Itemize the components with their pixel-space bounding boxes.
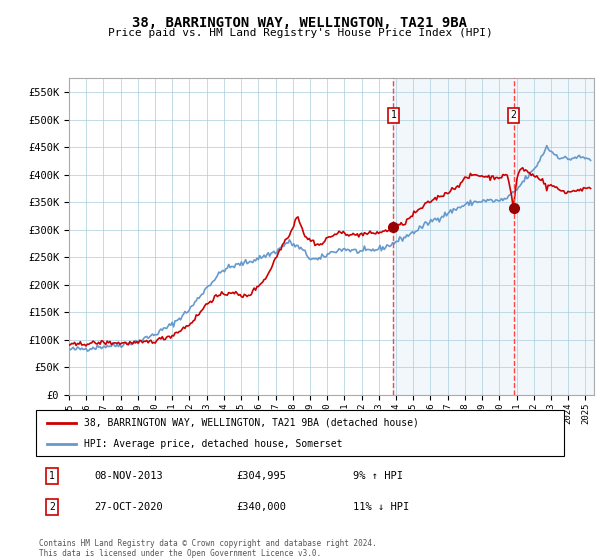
Text: 27-OCT-2020: 27-OCT-2020 [94, 502, 163, 512]
Text: 38, BARRINGTON WAY, WELLINGTON, TA21 9BA (detached house): 38, BARRINGTON WAY, WELLINGTON, TA21 9BA… [83, 418, 418, 428]
Text: 11% ↓ HPI: 11% ↓ HPI [353, 502, 409, 512]
Text: 2: 2 [49, 502, 55, 512]
FancyBboxPatch shape [36, 410, 564, 456]
Text: HPI: Average price, detached house, Somerset: HPI: Average price, detached house, Some… [83, 439, 342, 449]
Bar [394, 78, 594, 395]
Text: 1: 1 [49, 471, 55, 481]
Text: 2: 2 [511, 110, 517, 120]
Text: £340,000: £340,000 [236, 502, 287, 512]
Text: Price paid vs. HM Land Registry's House Price Index (HPI): Price paid vs. HM Land Registry's House … [107, 28, 493, 38]
Text: £304,995: £304,995 [236, 471, 287, 481]
Text: 38, BARRINGTON WAY, WELLINGTON, TA21 9BA: 38, BARRINGTON WAY, WELLINGTON, TA21 9BA [133, 16, 467, 30]
Text: 1: 1 [391, 110, 397, 120]
Text: 08-NOV-2013: 08-NOV-2013 [94, 471, 163, 481]
Text: Contains HM Land Registry data © Crown copyright and database right 2024.
This d: Contains HM Land Registry data © Crown c… [39, 539, 377, 558]
Text: 9% ↑ HPI: 9% ↑ HPI [353, 471, 403, 481]
